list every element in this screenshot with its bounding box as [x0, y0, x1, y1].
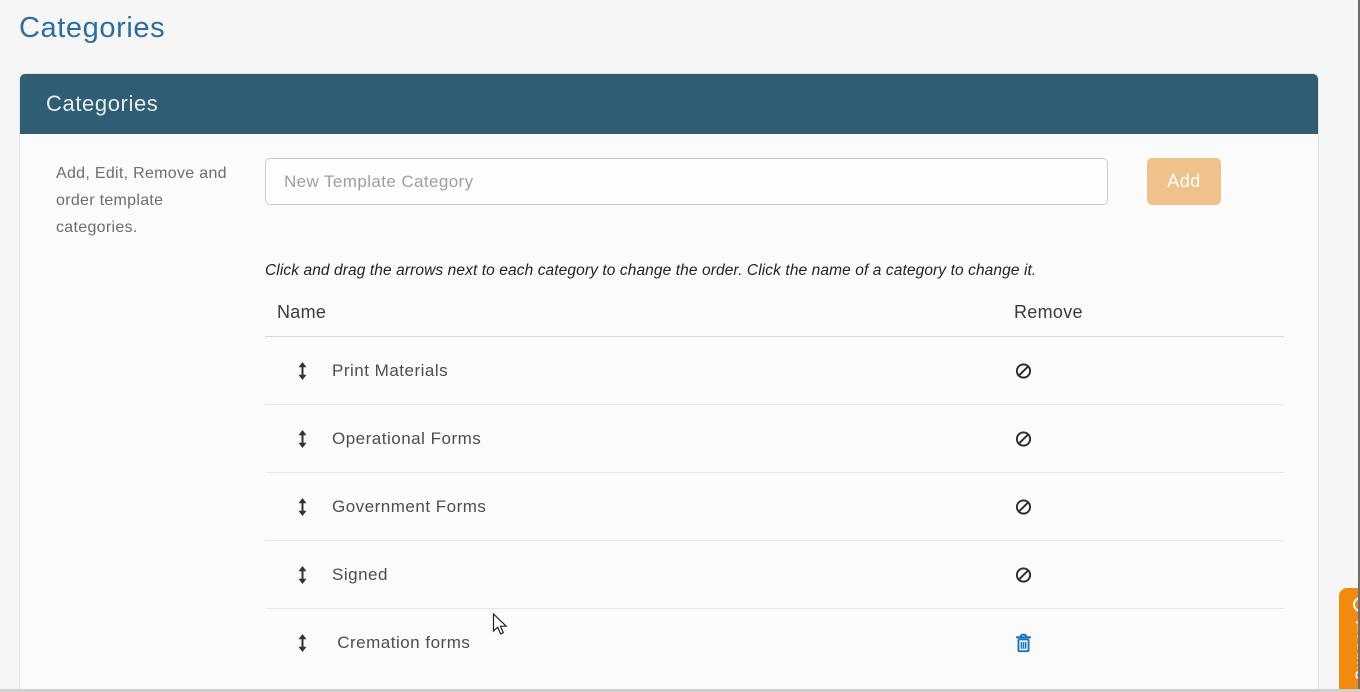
- up-down-arrow-icon: [298, 565, 307, 584]
- table-row: Government Forms: [265, 473, 1284, 541]
- vertical-scrollbar[interactable]: [1358, 0, 1360, 692]
- page-title: Categories: [19, 12, 166, 44]
- table-row: Print Materials: [265, 337, 1284, 405]
- panel-header-title: Categories: [46, 91, 159, 116]
- reorder-instructions: Click and drag the arrows next to each c…: [265, 262, 1037, 279]
- category-table-body: Print Materials: [265, 337, 1284, 677]
- remove-cell: [1015, 362, 1032, 379]
- no-entry-icon: [1015, 498, 1032, 515]
- add-category-form: Add: [265, 158, 1284, 205]
- horizontal-scrollbar[interactable]: [0, 689, 1360, 692]
- panel-header: Categories: [20, 74, 1318, 134]
- drag-handle[interactable]: [297, 634, 308, 652]
- table-row: Operational Forms: [265, 405, 1284, 473]
- remove-cell: [1015, 566, 1032, 583]
- column-header-remove: Remove: [1014, 302, 1083, 322]
- trash-icon[interactable]: [1015, 633, 1032, 653]
- drag-handle[interactable]: [297, 361, 308, 380]
- category-name[interactable]: Cremation forms: [332, 633, 471, 652]
- table-row: Signed: [265, 541, 1284, 609]
- drag-handle[interactable]: [297, 497, 308, 516]
- category-name[interactable]: Print Materials: [332, 360, 449, 380]
- drag-handle[interactable]: [297, 429, 308, 448]
- category-name[interactable]: Operational Forms: [332, 428, 482, 448]
- support-tab[interactable]: ? Support: [1339, 588, 1358, 692]
- panel-body: Add, Edit, Remove and order template cat…: [20, 134, 1318, 692]
- category-name[interactable]: Government Forms: [332, 496, 487, 516]
- no-entry-icon: [1015, 566, 1032, 583]
- up-down-arrow-icon: [298, 497, 307, 516]
- table-header-row: Name Remove: [265, 302, 1284, 337]
- drag-handle[interactable]: [297, 565, 308, 584]
- no-entry-icon: [1015, 430, 1032, 447]
- panel-content: Add Click and drag the arrows next to ea…: [265, 134, 1284, 677]
- category-name[interactable]: Signed: [332, 564, 388, 584]
- remove-cell: [1015, 430, 1032, 447]
- up-down-arrow-icon: [298, 429, 307, 448]
- no-entry-icon: [1015, 362, 1032, 379]
- up-down-arrow-icon: [298, 634, 307, 652]
- remove-cell: [1015, 633, 1032, 653]
- column-header-name: Name: [277, 302, 327, 322]
- panel-description: Add, Edit, Remove and order template cat…: [56, 165, 227, 236]
- new-category-input[interactable]: [265, 158, 1108, 205]
- table-row: Cremation forms: [265, 609, 1284, 677]
- remove-cell: [1015, 498, 1032, 515]
- support-tab-inner: ? Support: [1339, 588, 1358, 692]
- categories-panel: Categories Add, Edit, Remove and order t…: [19, 73, 1319, 692]
- categories-table: Name Remove Print Materials: [265, 302, 1284, 677]
- add-button[interactable]: Add: [1147, 158, 1221, 205]
- up-down-arrow-icon: [298, 361, 307, 380]
